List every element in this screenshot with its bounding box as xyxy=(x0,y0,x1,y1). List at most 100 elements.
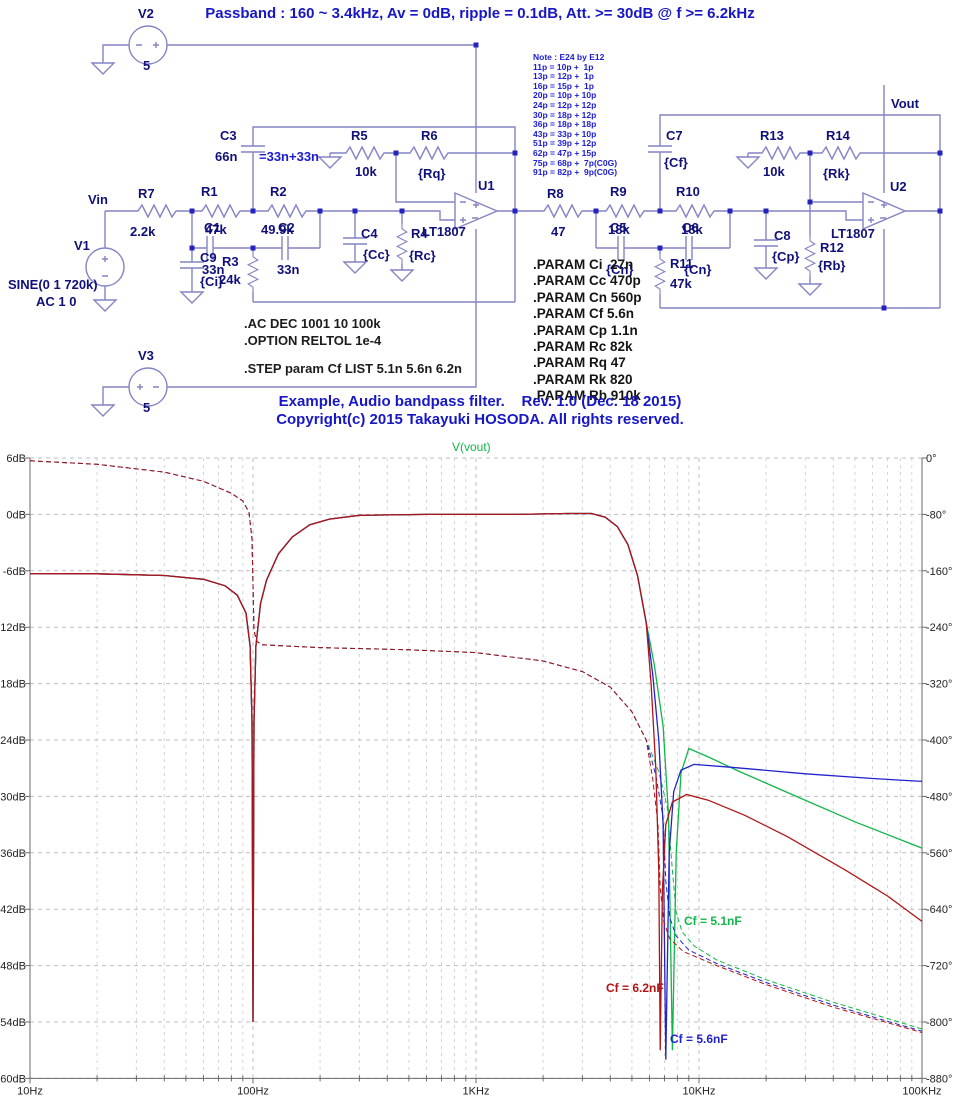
resistor-r2[interactable] xyxy=(261,204,313,218)
capacitor-c2[interactable] xyxy=(281,235,289,261)
param-block[interactable]: .PARAM Ci 27n .PARAM Cc 470p .PARAM Cn 560… xyxy=(533,257,642,405)
label-u2-name: U2 xyxy=(890,179,907,194)
label-v3-value: 5 xyxy=(143,400,151,415)
label-v1-ac: AC 1 0 xyxy=(36,294,77,309)
label-r6-value: {Rq} xyxy=(418,166,446,181)
directive-param[interactable]: .PARAM Cp 1.1n xyxy=(533,322,638,338)
waveform-plot[interactable]: 6dB 0dB -6dB -12dB -18dB -24dB -30dB -36dB -42dB… xyxy=(0,441,960,1101)
y-right-label: 0° xyxy=(926,453,937,465)
y-right-label: -240° xyxy=(926,622,952,634)
directive-param[interactable]: .PARAM Cn 560p xyxy=(533,289,642,305)
note-line: 43p = 33p + 10p xyxy=(533,128,597,139)
note-block: Note : E24 by E12 11p = 10p + 1p 13p = 12p… xyxy=(533,52,618,178)
directive-param[interactable]: .PARAM Rb 910k xyxy=(533,388,641,404)
label-r14-name: R14 xyxy=(826,128,850,143)
resistor-r5[interactable] xyxy=(339,146,391,160)
label-v1-sine: SINE(0 1 720k) xyxy=(8,277,98,292)
resistor-r4[interactable] xyxy=(396,223,408,265)
directive-param[interactable]: .PARAM Rk 820 xyxy=(533,371,633,387)
y-left-label: -54dB xyxy=(0,1017,26,1029)
curve-label-cf-6p2nf: Cf = 6.2nF xyxy=(606,981,664,995)
label-c6-value: {Cn} xyxy=(684,262,712,277)
directive-param[interactable]: .PARAM Cf 5.6n xyxy=(533,306,635,322)
label-r1-value: 47k xyxy=(205,222,227,237)
y-right-label: -80° xyxy=(926,509,946,521)
x-axis-label: 10Hz xyxy=(17,1085,43,1097)
x-axis-label: 10KHz xyxy=(682,1085,715,1097)
label-r4-value: {Rc} xyxy=(409,248,436,263)
label-c5-value: {Cn} xyxy=(606,262,634,277)
net-label-vin: Vin xyxy=(88,192,108,207)
directive-param[interactable]: .PARAM Rq 47 xyxy=(533,355,626,371)
label-c3-annotation: =33n+33n xyxy=(259,149,319,164)
note-line: 13p = 12p + 1p xyxy=(533,71,594,82)
resistor-r10[interactable] xyxy=(669,204,721,218)
resistor-r11[interactable] xyxy=(654,253,666,295)
schematic-canvas xyxy=(85,25,943,417)
label-r5-value: 10k xyxy=(355,164,377,179)
label-r10-value: 18k xyxy=(681,222,703,237)
label-r9-value: 18k xyxy=(608,222,630,237)
label-v2-name: V2 xyxy=(138,6,154,21)
y-left-label: -36dB xyxy=(0,848,26,860)
y-left-label: -18dB xyxy=(0,679,26,691)
resistor-r1[interactable] xyxy=(195,204,247,218)
opamp-u2[interactable] xyxy=(862,192,906,230)
label-c5-name: C5 xyxy=(610,220,627,235)
resistor-r8[interactable] xyxy=(537,204,589,218)
label-c8-name: C8 xyxy=(774,228,791,243)
label-r9-name: R9 xyxy=(610,184,627,199)
voltage-source-v2[interactable] xyxy=(128,25,168,65)
resistor-r12[interactable] xyxy=(804,235,816,277)
y-left-label: 0dB xyxy=(6,509,26,521)
directive-ac[interactable]: .AC DEC 1001 10 100k xyxy=(244,316,381,331)
directive-step[interactable]: .STEP param Cf LIST 5.1n 5.6n 6.2n xyxy=(244,361,462,376)
trace-label[interactable]: V(vout) xyxy=(452,440,491,454)
resistor-r3[interactable] xyxy=(247,251,259,293)
label-r7-name: R7 xyxy=(138,186,155,201)
label-r1-name: R1 xyxy=(201,184,218,199)
note-line: 20p = 10p + 10p xyxy=(533,90,597,101)
directive-option[interactable]: .OPTION RELTOL 1e-4 xyxy=(244,333,382,348)
resistor-r13[interactable] xyxy=(755,146,807,160)
capacitor-c7[interactable] xyxy=(647,145,673,153)
y-left-label: -60dB xyxy=(0,1073,26,1085)
label-r7-value: 2.2k xyxy=(130,224,156,239)
label-r13-value: 10k xyxy=(763,164,785,179)
label-c1-value: 33n xyxy=(202,262,225,277)
voltage-source-v3[interactable] xyxy=(128,367,168,407)
label-c6-name: C6 xyxy=(682,220,699,235)
magnitude-trace xyxy=(29,512,923,1051)
note-line: 51p = 39p + 12p xyxy=(533,138,597,149)
y-right-label: -480° xyxy=(926,791,952,803)
label-r4-name: R4 xyxy=(411,226,428,241)
label-r11-value: 47k xyxy=(670,276,692,291)
resistor-r6[interactable] xyxy=(403,146,455,160)
note-line: 75p = 68p + 7p(C0G) xyxy=(533,157,618,168)
y-left-label: -12dB xyxy=(0,622,26,634)
label-r14-value: {Rk} xyxy=(823,166,850,181)
y-right-label: -560° xyxy=(926,848,952,860)
directive-param[interactable]: .PARAM Ci 27n xyxy=(533,257,634,272)
directive-param[interactable]: .PARAM Rc 82k xyxy=(533,338,633,354)
directive-param[interactable]: .PARAM Cc 470p xyxy=(533,273,641,289)
label-c3-value: 66n xyxy=(215,149,238,164)
label-v1-name: V1 xyxy=(74,238,90,253)
y-left-label: 6dB xyxy=(6,453,26,465)
label-c8-value: {Cp} xyxy=(772,249,800,264)
label-c9-value: {Ci} xyxy=(200,274,224,289)
resistor-r9[interactable] xyxy=(599,204,651,218)
label-r3-value: 24k xyxy=(219,272,241,287)
label-c3-name: C3 xyxy=(220,128,237,143)
x-axis-label: 1KHz xyxy=(463,1085,490,1097)
label-r8-name: R8 xyxy=(547,186,564,201)
label-r8-value: 47 xyxy=(551,224,566,239)
resistor-r7[interactable] xyxy=(131,204,183,218)
phase-trace xyxy=(29,460,923,1034)
note-line: 11p = 10p + 1p xyxy=(533,61,594,72)
resistor-r14[interactable] xyxy=(815,146,867,160)
voltage-source-v1[interactable] xyxy=(85,247,125,287)
y-left-label: -48dB xyxy=(0,961,26,973)
note-line: Note : E24 by E12 xyxy=(533,52,605,62)
